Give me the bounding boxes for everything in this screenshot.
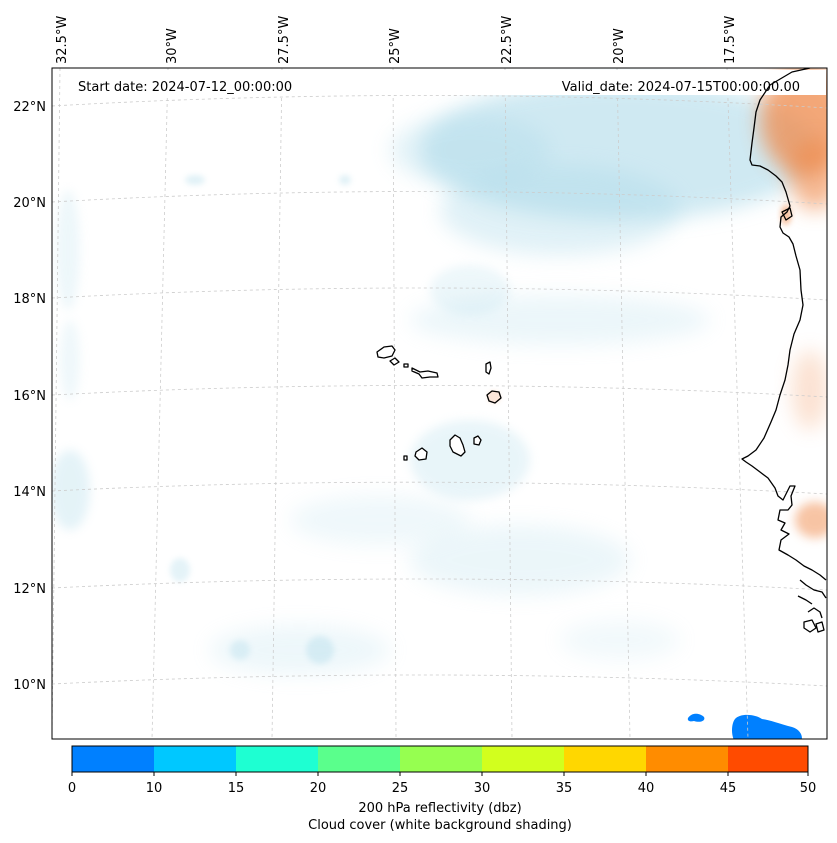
lat-label-14n: 14°N [13, 485, 46, 500]
colorbar-tick-10: 10 [146, 781, 163, 796]
island-sao-vicente [389, 357, 400, 366]
cloud-patch-south-2 [290, 495, 470, 545]
colorbar: 0 10 15 20 25 30 35 40 45 50 [68, 745, 816, 796]
colorbar-tick-marks [71, 772, 809, 776]
colorbar-segment-2 [236, 746, 318, 772]
island-santiago [449, 434, 466, 457]
colorbar-tick-15: 15 [228, 781, 245, 796]
cloud-blob-1 [306, 636, 334, 664]
cloud-patch-west-3 [60, 320, 80, 400]
colorbar-tick-50: 50 [800, 781, 817, 796]
cloud-blob-5 [339, 175, 351, 185]
colorbar-tick-30: 30 [474, 781, 491, 796]
start-date-label: Start date: 2024-07-12_00:00:00 [78, 80, 292, 95]
colorbar-segment-8 [728, 746, 808, 772]
cloud-cover-shading [52, 80, 820, 675]
coastline [741, 68, 827, 633]
meridian-25w [392, 68, 397, 739]
colorbar-tick-45: 45 [720, 781, 737, 796]
banc-d-arguin-islet [781, 207, 793, 221]
parallel-20n [52, 191, 827, 205]
reflectivity-cells [687, 713, 802, 739]
island-santa-luzia [403, 363, 409, 368]
lon-label-22-5w: 22.5°W [500, 16, 515, 64]
lat-label-18n: 18°N [13, 292, 46, 307]
island-brava [403, 455, 408, 461]
island-sao-nicolau [411, 367, 439, 379]
cloud-patch-southeast [560, 620, 680, 660]
meridian-17-5w [726, 68, 749, 739]
island-maio [473, 435, 482, 446]
latitude-labels: 22°N 20°N 18°N 16°N 14°N 12°N 10°N [13, 100, 46, 693]
meridian-20w [616, 68, 631, 739]
meridian-27-5w [271, 68, 283, 739]
colorbar-tick-0: 0 [68, 781, 76, 796]
meridian-32-5w [52, 68, 61, 739]
colorbar-segment-6 [564, 746, 646, 772]
colorbar-tick-labels: 0 10 15 20 25 30 35 40 45 50 [68, 781, 816, 796]
lon-label-27-5w: 27.5°W [277, 16, 292, 64]
reflectivity-cell-2 [732, 714, 802, 739]
lat-label-10n: 10°N [13, 678, 46, 693]
reflectivity-cell-1 [687, 713, 705, 722]
meridian-30w [151, 68, 169, 739]
desert-mid [792, 350, 827, 430]
colorbar-tick-25: 25 [392, 781, 409, 796]
cloud-blob-4 [185, 175, 205, 185]
meridian-22-5w [504, 68, 513, 739]
lon-label-30w: 30°W [165, 28, 180, 64]
colorbar-title: 200 hPa reflectivity (dbz) [358, 801, 522, 816]
cloud-blob-3 [170, 558, 190, 582]
cloud-patch-mid [430, 265, 510, 315]
cloud-band-north-3 [390, 115, 550, 185]
colorbar-tick-35: 35 [556, 781, 573, 796]
lat-label-16n: 16°N [13, 389, 46, 404]
cloud-patch-southwest [210, 625, 390, 675]
colorbar-segment-3 [318, 746, 400, 772]
graticule [52, 68, 827, 739]
longitude-labels: 32.5°W 30°W 27.5°W 25°W 22.5°W 20°W 17.5… [55, 16, 738, 64]
lon-label-17-5w: 17.5°W [723, 16, 738, 64]
parallel-10n [52, 674, 827, 687]
parallel-18n [52, 287, 827, 301]
lat-label-22n: 22°N [13, 100, 46, 115]
lat-label-12n: 12°N [13, 582, 46, 597]
island-sal [485, 361, 492, 375]
desert-north-2 [790, 140, 827, 210]
parallel-16n [52, 385, 827, 398]
valid-date-label: Valid_date: 2024-07-15T00:00:00.00 [562, 80, 800, 95]
desert-south [795, 502, 827, 538]
map-panel [52, 68, 827, 739]
island-santo-antao [376, 345, 396, 359]
lon-label-20w: 20°W [612, 28, 627, 64]
colorbar-segment-4 [400, 746, 482, 772]
cloud-patch-islands [410, 420, 530, 500]
map-border [51, 67, 828, 740]
parallel-22n [52, 95, 827, 109]
bijagos-islands [803, 619, 825, 633]
island-boa-vista [486, 390, 502, 404]
cloud-patch-south [410, 525, 630, 595]
colorbar-segment-7 [646, 746, 728, 772]
colorbar-segment-1 [154, 746, 236, 772]
colorbar-subtitle: Cloud cover (white background shading) [308, 818, 572, 833]
lat-label-20n: 20°N [13, 196, 46, 211]
cape-verde-islands [376, 345, 502, 461]
colorbar-tick-40: 40 [638, 781, 655, 796]
colorbar-border [71, 745, 809, 773]
header-strip [66, 70, 826, 95]
colorbar-segment-0 [72, 746, 154, 772]
cloud-blob-2 [230, 640, 250, 660]
parallel-12n [52, 578, 827, 591]
island-fogo [414, 447, 428, 461]
lon-label-25w: 25°W [388, 28, 403, 64]
west-africa-coast [741, 68, 827, 581]
colorbar-tick-20: 20 [310, 781, 327, 796]
parallel-14n [52, 481, 827, 495]
colorbar-segment-5 [482, 746, 564, 772]
cloud-patch-west-2 [56, 190, 80, 310]
lon-label-32-5w: 32.5°W [55, 16, 70, 64]
guinea-bissau-coast [797, 579, 827, 619]
